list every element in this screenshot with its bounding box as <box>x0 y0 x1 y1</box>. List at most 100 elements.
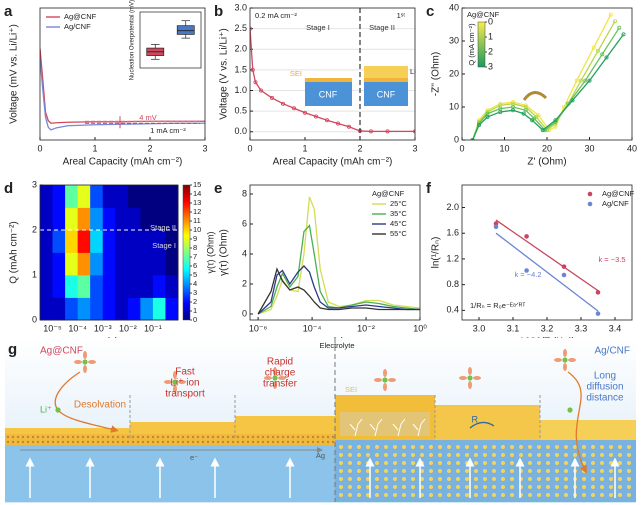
ag-particle <box>91 440 95 444</box>
ag-cnf-layer <box>5 434 335 445</box>
annotation: Stage I <box>152 241 176 250</box>
ag-particle <box>21 440 25 444</box>
resistance-label: R <box>472 414 479 424</box>
ag-particle <box>246 435 250 439</box>
cnf-particle <box>519 445 523 449</box>
legend-swatch <box>587 191 593 197</box>
heat-cell <box>127 275 141 298</box>
ag-particle <box>206 435 210 439</box>
series-line <box>257 196 420 315</box>
cnf-particle <box>411 461 415 465</box>
annotation: k = −4.2 <box>514 270 541 279</box>
ag-particle <box>216 435 220 439</box>
cnf-particle <box>528 469 532 473</box>
solvent-molecule <box>88 360 96 364</box>
left-title: Ag@CNF <box>40 346 83 357</box>
ag-particle <box>186 435 190 439</box>
ag-particle <box>46 440 50 444</box>
series-marker <box>385 129 390 134</box>
ag-particle <box>71 440 75 444</box>
heat-cell <box>90 185 104 208</box>
ag-particle <box>156 440 160 444</box>
y-axis-label: Voltage (V vs. Li/Li⁺) <box>219 28 230 119</box>
ag-particle <box>276 435 280 439</box>
heat-cell <box>77 297 91 321</box>
heat-cell <box>165 252 179 276</box>
cnf-particle <box>555 453 559 457</box>
cnf-particle <box>492 469 496 473</box>
ag-particle <box>276 440 280 444</box>
cnf-particle <box>456 485 460 489</box>
heat-cell <box>40 297 53 321</box>
heat-cell <box>127 230 141 253</box>
y-tick-label: 2.5 <box>234 23 247 33</box>
ag-particle <box>6 435 10 439</box>
ag-particle <box>76 435 80 439</box>
solvent-molecule <box>383 383 387 391</box>
colorbar-tick-label: 5 <box>193 270 197 279</box>
dendrite <box>369 418 383 437</box>
cnf-particle <box>618 477 622 481</box>
cnf-particle <box>411 485 415 489</box>
cnf-particle <box>564 461 568 465</box>
y-tick-label: 40 <box>449 2 459 12</box>
x-tick-label: 3.0 <box>473 323 486 333</box>
cnf-particle <box>420 445 424 449</box>
ag-particle <box>6 440 10 444</box>
heat-cell <box>40 185 53 208</box>
ag-particle <box>211 435 215 439</box>
colorbar-tick-label: 11 <box>193 216 201 225</box>
cnf-particle <box>402 453 406 457</box>
plot-frame <box>249 184 421 321</box>
cnf-particle <box>600 485 604 489</box>
series-marker <box>587 78 592 83</box>
cnf-particle <box>402 469 406 473</box>
heat-cell <box>140 207 154 231</box>
series-marker <box>553 118 558 123</box>
cnf-particle <box>528 445 532 449</box>
cnf-particle <box>537 485 541 489</box>
cnf-particle <box>501 453 505 457</box>
series-marker <box>346 124 351 129</box>
cnf-particle <box>375 445 379 449</box>
heat-cell <box>115 230 129 253</box>
colorbar-tick-label: 2 <box>193 297 197 306</box>
cnf-particle <box>456 445 460 449</box>
ag-particle <box>126 435 130 439</box>
ag-particle <box>131 440 135 444</box>
cnf-particle <box>600 477 604 481</box>
y-tick-label: 8 <box>242 188 247 198</box>
cnf-block <box>364 82 408 106</box>
ag-particle <box>221 435 225 439</box>
ag-particle <box>156 435 160 439</box>
ag-particle <box>201 435 205 439</box>
y-tick-label: 1.5 <box>234 64 247 74</box>
panel-label: e <box>214 180 222 197</box>
y-tick-label: 2 <box>242 278 247 288</box>
ag-particle <box>161 440 165 444</box>
ag-particle <box>196 440 200 444</box>
annotation: Stage I <box>306 23 330 32</box>
colorbar-label: Q (mA cm⁻²) <box>467 23 476 66</box>
x-tick-label: 3.2 <box>541 323 554 333</box>
cnf-particle <box>348 485 352 489</box>
cnf-particle <box>465 485 469 489</box>
ag-particle <box>61 440 65 444</box>
ag-particle <box>231 440 235 444</box>
colorbar-tick-label: 10 <box>193 225 201 234</box>
y-tick-label: 0 <box>454 134 459 144</box>
cnf-particle <box>402 461 406 465</box>
cnf-particle <box>348 461 352 465</box>
series-marker <box>335 121 340 126</box>
x-tick-label: 10⁻² <box>357 323 375 333</box>
legend-label: Ag@CNF <box>602 189 635 198</box>
y-tick-label: 6 <box>242 218 247 228</box>
ag-particle <box>331 440 335 444</box>
cnf-particle <box>348 453 352 457</box>
ag-particle <box>226 440 230 444</box>
heat-cell <box>40 275 53 298</box>
ag-particle <box>271 435 275 439</box>
y-tick-label: 1.6 <box>446 228 459 238</box>
cnf-particle <box>591 445 595 449</box>
ag-particle <box>306 435 310 439</box>
